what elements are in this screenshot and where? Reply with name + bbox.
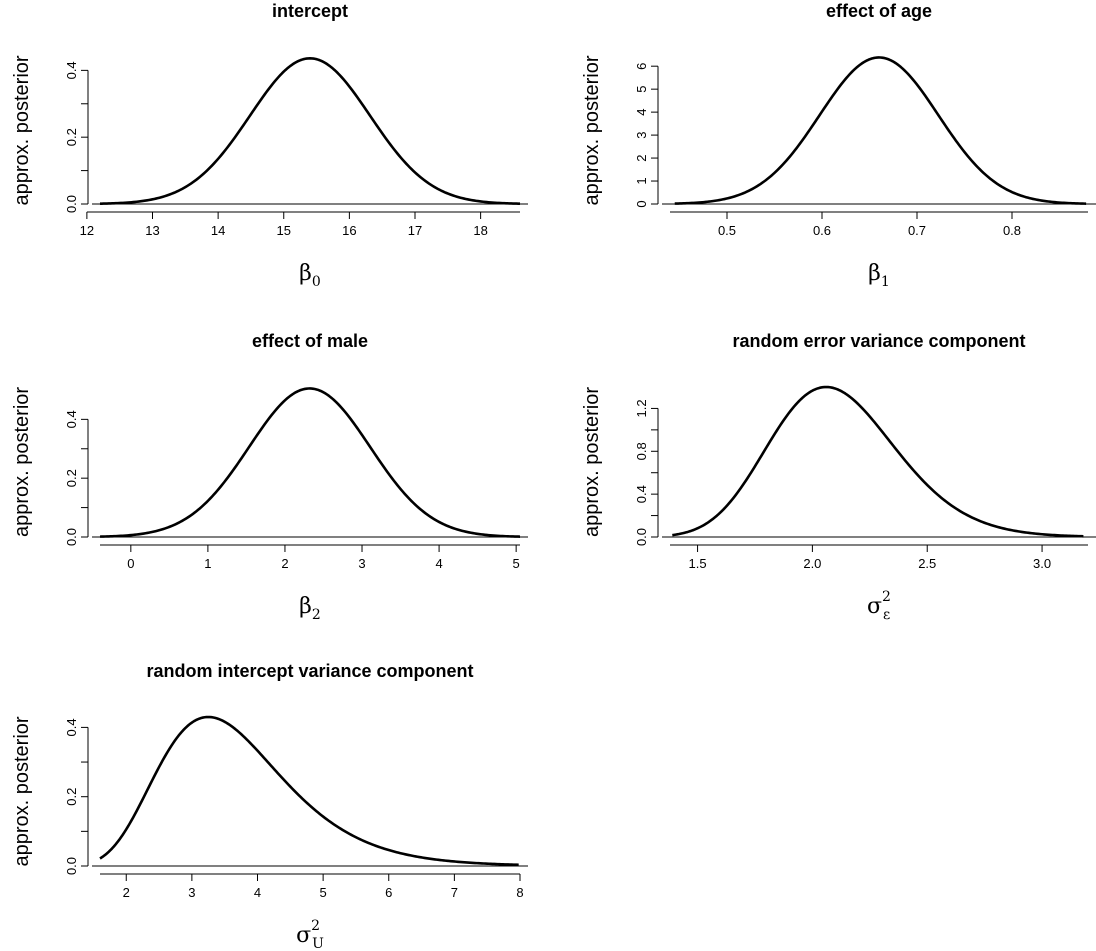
y-tick-label: 5 — [634, 86, 649, 93]
x-axis-label: β2 — [299, 594, 321, 623]
x-tick-label: 2 — [281, 556, 288, 571]
y-tick-label: 4 — [634, 109, 649, 116]
x-tick-label: 1 — [204, 556, 211, 571]
x-tick-label: 12 — [80, 223, 94, 238]
y-tick-label: 6 — [634, 63, 649, 70]
chart-panel-2: effect of age approx. posterior 0.5 0.6 0.7 0… — [581, 1, 1096, 290]
chart-panel-5: random intercept variance component appro… — [11, 661, 528, 951]
y-tick-label: 0.4 — [64, 61, 79, 79]
y-tick-label: 2 — [634, 154, 649, 161]
x-tick-label: 16 — [342, 223, 356, 238]
x-tick-label: 4 — [435, 556, 442, 571]
x-tick-label: 4 — [254, 885, 261, 900]
x-tick-label: 15 — [277, 223, 291, 238]
y-tick-label: 0.0 — [64, 195, 79, 213]
x-tick-label: 6 — [385, 885, 392, 900]
x-tick-label: 0.5 — [718, 223, 736, 238]
y-axis-label: approx. posterior — [11, 716, 33, 866]
x-tick-label: 3 — [358, 556, 365, 571]
x-tick-label: 0.6 — [813, 223, 831, 238]
x-axis-label: σ2 ε — [867, 589, 891, 623]
chart-title: random intercept variance component — [146, 661, 473, 681]
x-tick-label: 2 — [123, 885, 130, 900]
x-tick-label: 0 — [127, 556, 134, 571]
y-tick-label: 0.2 — [64, 788, 79, 806]
posterior-density-curve — [672, 385, 1084, 538]
y-tick-label: 0.2 — [64, 128, 79, 146]
x-tick-label: 3 — [188, 885, 195, 900]
y-tick-label: 0.0 — [64, 528, 79, 546]
x-tick-label: 0.7 — [908, 223, 926, 238]
posterior-density-curve — [99, 57, 521, 205]
x-tick-label: 18 — [473, 223, 487, 238]
chart-panel-4: random error variance component approx. p… — [581, 331, 1096, 623]
x-tick-label: 3.0 — [1033, 556, 1051, 571]
x-tick-label: 5 — [513, 556, 520, 571]
y-tick-label: 0.8 — [634, 442, 649, 460]
y-tick-label: 1.2 — [634, 399, 649, 417]
x-tick-label: 5 — [320, 885, 327, 900]
x-axis-label: σ2 U — [296, 918, 324, 951]
x-tick-label: 14 — [211, 223, 225, 238]
y-tick-label: 1 — [634, 177, 649, 184]
x-tick-label: 2.5 — [918, 556, 936, 571]
posterior-density-curve — [99, 715, 519, 867]
x-axis-label: β1 — [868, 261, 890, 290]
x-tick-label: 7 — [451, 885, 458, 900]
chart-title: effect of male — [252, 331, 368, 351]
y-tick-label: 0.4 — [64, 718, 79, 736]
posterior-density-curve — [99, 387, 521, 538]
chart-panel-3: effect of male approx. posterior 0 1 2 3 4 5 0.0… — [11, 331, 528, 623]
y-tick-label: 0.2 — [64, 469, 79, 487]
y-tick-label: 0.4 — [64, 410, 79, 428]
chart-title: effect of age — [826, 1, 932, 21]
x-tick-label: 17 — [408, 223, 422, 238]
x-tick-label: 8 — [516, 885, 523, 900]
chart-title: random error variance component — [732, 331, 1025, 351]
y-tick-label: 3 — [634, 131, 649, 138]
x-tick-label: 1.5 — [689, 556, 707, 571]
x-axis-label: β0 — [299, 261, 321, 290]
y-tick-label: 0.0 — [64, 857, 79, 875]
y-tick-label: 0 — [634, 200, 649, 207]
chart-panel-1: intercept approx. posterior 12 13 14 15 16 17 18… — [11, 1, 528, 290]
y-axis-label: approx. posterior — [11, 55, 33, 205]
posterior-density-curve — [674, 56, 1087, 205]
x-tick-label: 0.8 — [1003, 223, 1021, 238]
y-tick-label: 0.4 — [634, 485, 649, 503]
y-tick-label: 0.0 — [634, 528, 649, 546]
chart-title: intercept — [272, 1, 348, 21]
y-axis-label: approx. posterior — [581, 387, 603, 537]
x-tick-label: 2.0 — [803, 556, 821, 571]
y-axis-label: approx. posterior — [581, 55, 603, 205]
x-tick-label: 13 — [145, 223, 159, 238]
y-axis-label: approx. posterior — [11, 387, 33, 537]
